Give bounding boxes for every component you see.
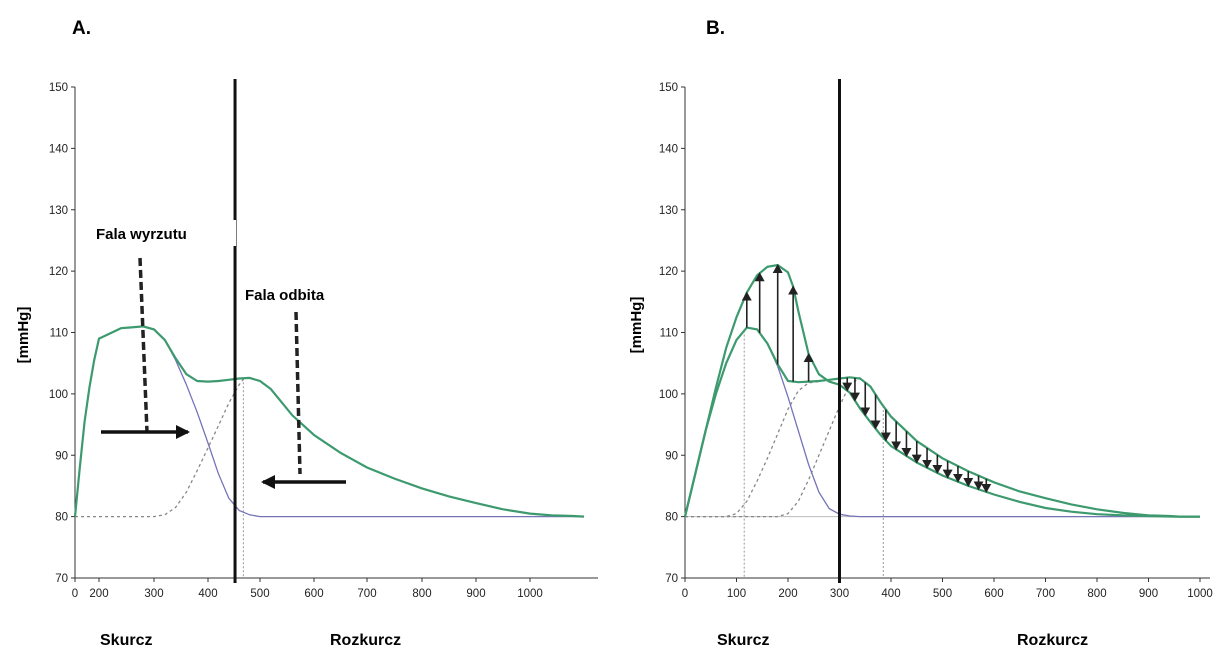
forward-wave-line [684, 326, 1200, 518]
panel-b-letter: B. [706, 18, 725, 39]
x-tick-label: 800 [1087, 588, 1106, 600]
panel-b-phase-diastole: Rozkurcz [1017, 632, 1088, 649]
x-tick-label: 200 [89, 588, 108, 600]
x-tick-label: 500 [933, 588, 952, 600]
y-tick-label: 140 [49, 143, 68, 155]
panel-a-axes: 70 80 90 100 110 120 130 140 150 0 200 300 400 500 600… [49, 82, 598, 600]
y-tick-label: 80 [665, 512, 678, 524]
y-tick-label: 130 [659, 205, 678, 217]
x-tick-label: 700 [1036, 588, 1055, 600]
reflected-wave-line [685, 380, 819, 518]
x-tick-label: 200 [778, 588, 797, 600]
x-tick-label: 300 [830, 588, 849, 600]
x-tick-label: 1000 [1187, 588, 1213, 600]
y-tick-label: 100 [659, 389, 678, 401]
panel-a: A. 70 80 90 100 110 120 130 140 150 0 200 300 400 500… [15, 18, 598, 649]
y-tick-label: 80 [55, 512, 68, 524]
x-tick-label: 900 [466, 588, 485, 600]
x-tick-label: 800 [412, 588, 431, 600]
y-tick-label: 100 [49, 389, 68, 401]
x-tick-label: 100 [727, 588, 746, 600]
total-pressure-line [683, 263, 1200, 518]
panel-a-ejection-label-bg [88, 220, 236, 246]
total-pressure-line [683, 326, 1200, 518]
y-tick-label: 140 [659, 143, 678, 155]
x-tick-label: 400 [198, 588, 217, 600]
reflected-wave-line [685, 376, 861, 518]
x-tick-label: 1000 [517, 588, 543, 600]
x-tick-label: 600 [984, 588, 1003, 600]
panel-a-reflected-label: Fala odbita [245, 287, 325, 304]
y-tick-label: 120 [659, 266, 678, 278]
y-tick-label: 90 [55, 450, 68, 462]
y-tick-label: 150 [49, 82, 68, 94]
panel-a-reflected-label-bg [238, 281, 374, 307]
forward-wave-line [74, 325, 584, 518]
total-pressure-line [73, 325, 585, 518]
panel-a-reflected-pointer [294, 311, 302, 475]
panel-b-ylabel: [mmHg] [628, 297, 645, 354]
y-tick-label: 90 [665, 450, 678, 462]
panel-a-curves [73, 79, 585, 583]
panel-a-letter: A. [72, 18, 91, 39]
panel-a-ejection-pointer [138, 257, 149, 433]
panel-b-axes: 70 80 90 100 110 120 130 140 150 0 100 200 300 400 500… [659, 82, 1213, 600]
y-tick-label: 120 [49, 266, 68, 278]
panel-b-phase-systole: Skurcz [717, 632, 769, 649]
reflected-wave-line [75, 377, 245, 518]
y-tick-label: 70 [665, 573, 678, 585]
x-tick-label: 700 [357, 588, 376, 600]
panel-a-ejection-label: Fala wyrzutu [96, 226, 187, 243]
x-tick-label: 600 [304, 588, 323, 600]
x-tick-label: 500 [250, 588, 269, 600]
x-tick-label: 300 [144, 588, 163, 600]
panel-b: B. 70 80 90 100 110 120 130 140 150 0 100 200 300 400… [628, 18, 1213, 649]
y-tick-label: 110 [660, 328, 678, 340]
panel-a-phase-systole: Skurcz [100, 632, 152, 649]
y-tick-label: 150 [659, 82, 678, 94]
y-tick-label: 70 [55, 573, 68, 585]
x-tick-label: 900 [1139, 588, 1158, 600]
y-tick-label: 130 [49, 205, 68, 217]
x-tick-label: 400 [881, 588, 900, 600]
panel-a-phase-diastole: Rozkurcz [330, 632, 401, 649]
y-tick-label: 110 [50, 328, 68, 340]
x-tick-label: 0 [682, 588, 688, 600]
panel-b-curves [683, 79, 1200, 583]
x-tick-label: 0 [72, 588, 78, 600]
panel-a-ylabel: [mmHg] [15, 307, 32, 364]
